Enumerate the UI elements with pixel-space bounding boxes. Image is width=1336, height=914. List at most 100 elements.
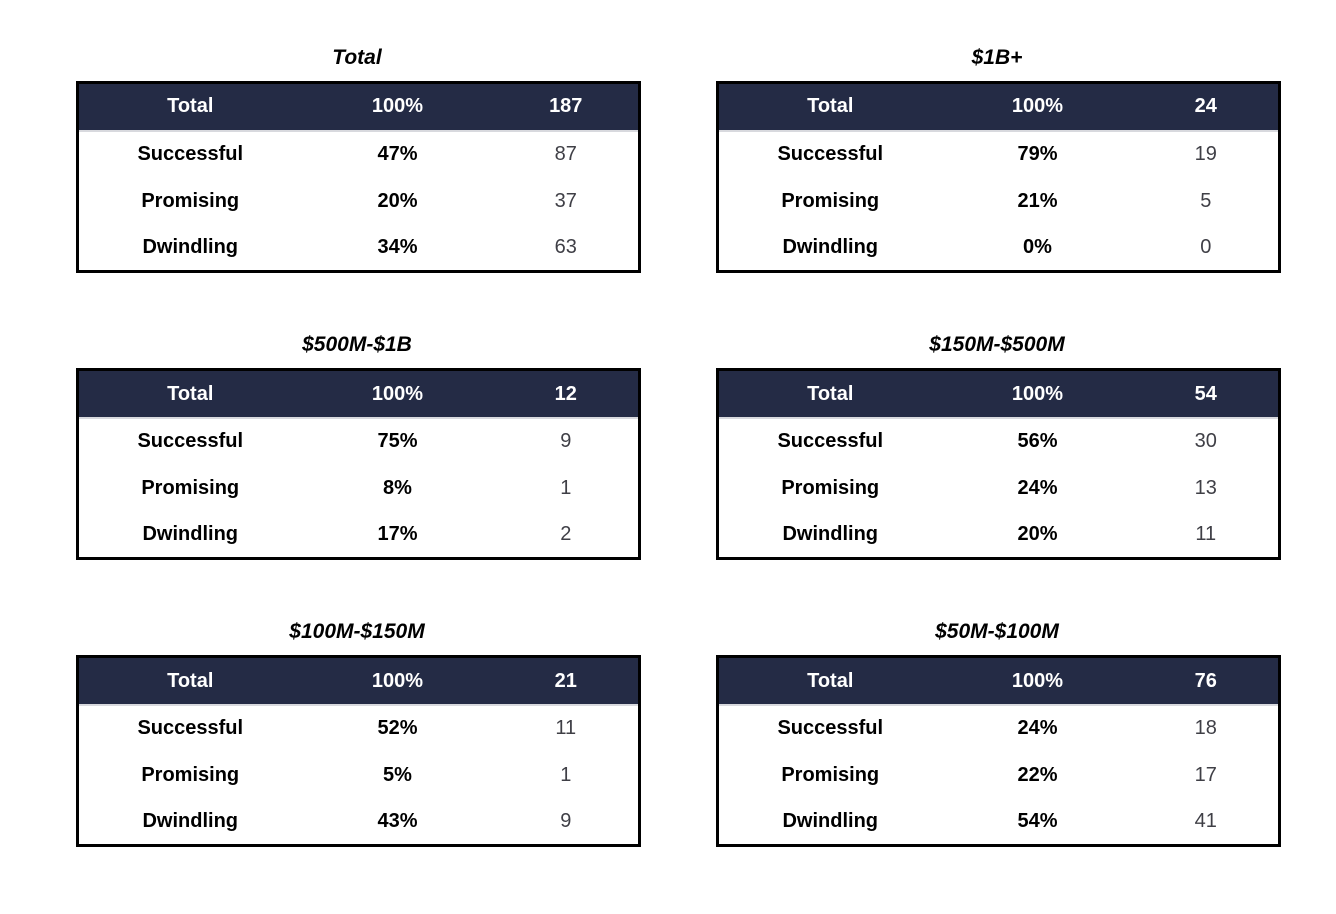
- table-row: Dwindling 20% 11: [717, 511, 1280, 559]
- header-cell-percent: 100%: [941, 656, 1134, 706]
- table-row: Dwindling 34% 63: [77, 224, 640, 272]
- cell-count: 11: [493, 704, 640, 752]
- table-row: Successful 47% 87: [77, 130, 640, 178]
- cell-category: Promising: [717, 464, 942, 512]
- cell-count: 30: [1133, 417, 1280, 465]
- cell-percent: 34%: [301, 224, 494, 272]
- table-title: $100M-$150M: [289, 620, 425, 644]
- header-cell-label: Total: [717, 656, 942, 706]
- cell-category: Successful: [717, 130, 942, 178]
- cell-percent: 75%: [301, 417, 494, 465]
- cell-category: Successful: [77, 417, 302, 465]
- table-header-row: Total 100% 12: [77, 369, 640, 419]
- cell-category: Dwindling: [77, 224, 302, 272]
- cell-percent: 56%: [941, 417, 1134, 465]
- table-header-row: Total 100% 76: [717, 656, 1280, 706]
- table-row: Promising 5% 1: [77, 751, 640, 799]
- cell-percent: 17%: [301, 511, 494, 559]
- cell-percent: 24%: [941, 464, 1134, 512]
- cell-count: 5: [1133, 177, 1280, 225]
- cell-category: Successful: [717, 704, 942, 752]
- table-title: Total: [332, 46, 382, 69]
- cell-percent: 24%: [941, 704, 1134, 752]
- header-cell-label: Total: [77, 656, 302, 706]
- cell-category: Successful: [77, 130, 302, 178]
- table-header-row: Total 100% 187: [77, 82, 640, 132]
- data-table: Total 100% 76 Successful 24% 18 Promisin…: [716, 655, 1281, 848]
- table-row: Successful 24% 18: [717, 704, 1280, 752]
- cell-percent: 43%: [301, 798, 494, 846]
- header-cell-count: 21: [493, 656, 640, 706]
- data-table: Total 100% 54 Successful 56% 30 Promisin…: [716, 368, 1281, 561]
- cell-percent: 79%: [941, 130, 1134, 178]
- table-header-row: Total 100% 24: [717, 82, 1280, 132]
- table-card-1b-plus: $1B+ Total 100% 24 Successful 79% 19 Pro…: [716, 46, 1281, 274]
- cell-category: Promising: [77, 177, 302, 225]
- cell-count: 9: [493, 417, 640, 465]
- cell-percent: 5%: [301, 751, 494, 799]
- cell-category: Promising: [717, 177, 942, 225]
- table-card-50m-100m: $50M-$100M Total 100% 76 Successful 24% …: [716, 620, 1281, 848]
- data-table: Total 100% 21 Successful 52% 11 Promisin…: [76, 655, 641, 848]
- table-row: Promising 20% 37: [77, 177, 640, 225]
- header-cell-count: 54: [1133, 369, 1280, 419]
- cell-count: 0: [1133, 224, 1280, 272]
- summary-tables-grid: Total Total 100% 187 Successful 47% 87 P…: [76, 46, 1281, 848]
- cell-percent: 52%: [301, 704, 494, 752]
- table-card-500m-1b: $500M-$1B Total 100% 12 Successful 75% 9…: [76, 333, 641, 561]
- table-title: $500M-$1B: [302, 333, 412, 357]
- table-row: Dwindling 17% 2: [77, 511, 640, 559]
- cell-category: Dwindling: [77, 798, 302, 846]
- table-title: $1B+: [971, 46, 1023, 69]
- table-row: Dwindling 43% 9: [77, 798, 640, 846]
- cell-count: 87: [493, 130, 640, 178]
- header-cell-count: 76: [1133, 656, 1280, 706]
- header-cell-label: Total: [717, 82, 942, 132]
- cell-category: Successful: [77, 704, 302, 752]
- header-cell-count: 24: [1133, 82, 1280, 132]
- cell-category: Promising: [717, 751, 942, 799]
- cell-category: Promising: [77, 464, 302, 512]
- header-cell-label: Total: [77, 82, 302, 132]
- cell-percent: 21%: [941, 177, 1134, 225]
- cell-count: 11: [1133, 511, 1280, 559]
- header-cell-percent: 100%: [941, 369, 1134, 419]
- table-title: $50M-$100M: [935, 620, 1059, 644]
- table-row: Successful 75% 9: [77, 417, 640, 465]
- table-card-100m-150m: $100M-$150M Total 100% 21 Successful 52%…: [76, 620, 641, 848]
- data-table: Total 100% 187 Successful 47% 87 Promisi…: [76, 81, 641, 274]
- cell-category: Dwindling: [717, 224, 942, 272]
- cell-category: Promising: [77, 751, 302, 799]
- table-card-total: Total Total 100% 187 Successful 47% 87 P…: [76, 46, 641, 274]
- table-row: Promising 8% 1: [77, 464, 640, 512]
- header-cell-percent: 100%: [301, 82, 494, 132]
- cell-count: 1: [493, 751, 640, 799]
- cell-count: 41: [1133, 798, 1280, 846]
- table-row: Promising 24% 13: [717, 464, 1280, 512]
- cell-count: 18: [1133, 704, 1280, 752]
- table-row: Promising 22% 17: [717, 751, 1280, 799]
- cell-count: 37: [493, 177, 640, 225]
- cell-percent: 20%: [301, 177, 494, 225]
- header-cell-count: 187: [493, 82, 640, 132]
- table-header-row: Total 100% 21: [77, 656, 640, 706]
- header-cell-label: Total: [717, 369, 942, 419]
- header-cell-label: Total: [77, 369, 302, 419]
- header-cell-count: 12: [493, 369, 640, 419]
- cell-count: 13: [1133, 464, 1280, 512]
- cell-percent: 22%: [941, 751, 1134, 799]
- cell-percent: 8%: [301, 464, 494, 512]
- cell-category: Dwindling: [717, 798, 942, 846]
- table-title: $150M-$500M: [929, 333, 1065, 357]
- data-table: Total 100% 24 Successful 79% 19 Promisin…: [716, 81, 1281, 274]
- cell-count: 2: [493, 511, 640, 559]
- cell-count: 1: [493, 464, 640, 512]
- cell-count: 9: [493, 798, 640, 846]
- table-row: Successful 52% 11: [77, 704, 640, 752]
- table-row: Successful 56% 30: [717, 417, 1280, 465]
- cell-category: Successful: [717, 417, 942, 465]
- data-table: Total 100% 12 Successful 75% 9 Promising…: [76, 368, 641, 561]
- cell-count: 19: [1133, 130, 1280, 178]
- cell-category: Dwindling: [77, 511, 302, 559]
- cell-count: 63: [493, 224, 640, 272]
